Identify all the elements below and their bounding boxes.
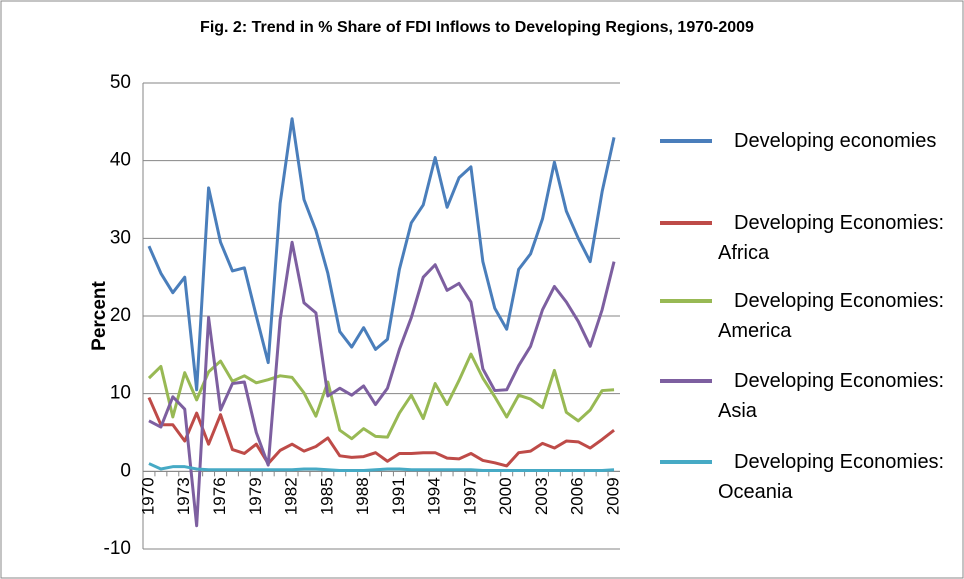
- x-tick-label: 1979: [246, 477, 265, 515]
- series-line: [147, 117, 616, 392]
- y-tick-label: 30: [110, 227, 131, 248]
- legend-label: Developing Economies: Asia: [718, 370, 945, 422]
- x-tick-label: 1970: [138, 477, 157, 515]
- x-tick-label: 2009: [604, 477, 623, 515]
- x-tick-label: 1985: [317, 477, 336, 515]
- y-tick-label: -10: [104, 538, 131, 559]
- series-line: [148, 240, 616, 528]
- y-tick-label: 20: [110, 305, 131, 326]
- x-tick-label: 2000: [496, 477, 515, 515]
- series-line: [147, 352, 615, 441]
- legend-label: Developing economies: [734, 130, 937, 152]
- series-line: [148, 462, 615, 473]
- legend-label: Developing Economies: America: [718, 290, 945, 342]
- x-tick-label: 1991: [389, 477, 408, 515]
- x-tick-label: 1982: [282, 477, 301, 515]
- x-tick-label: 1988: [353, 477, 372, 515]
- x-tick-label: 1997: [460, 477, 479, 515]
- x-tick-label: 1976: [210, 477, 229, 515]
- y-tick-label: 40: [110, 150, 131, 171]
- x-tick-label: 1994: [425, 477, 444, 515]
- x-tick-label: 1973: [174, 477, 193, 515]
- x-tick-label: 2003: [532, 477, 551, 515]
- legend-label: Developing Economies: Oceania: [718, 451, 945, 503]
- x-tick-label: 2006: [568, 477, 587, 515]
- y-axis-label: Percent: [89, 280, 110, 350]
- y-tick-label: 10: [110, 383, 131, 404]
- y-tick-label: 0: [120, 460, 131, 481]
- y-tick-label: 50: [110, 72, 131, 93]
- series-line: [147, 396, 615, 468]
- legend-label: Developing Economies: Africa: [718, 212, 945, 264]
- chart-title: Fig. 2: Trend in % Share of FDI Inflows …: [200, 19, 754, 36]
